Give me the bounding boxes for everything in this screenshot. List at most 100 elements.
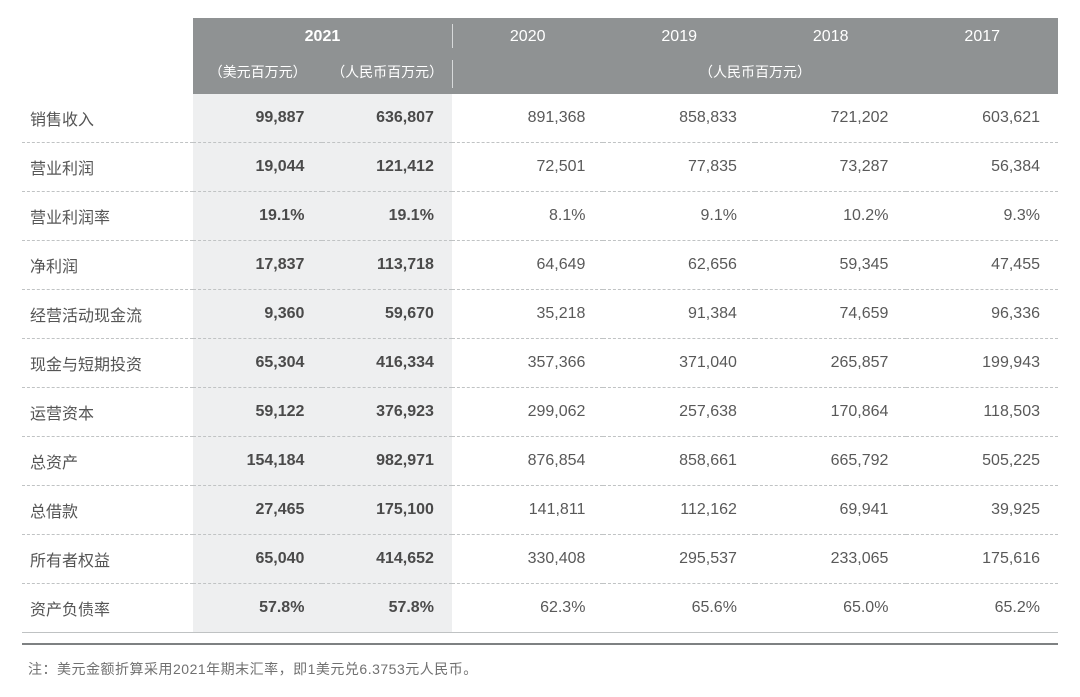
cell-2018: 69,941 <box>755 486 907 535</box>
cell-2018: 59,345 <box>755 241 907 290</box>
cell-2019: 112,162 <box>603 486 755 535</box>
cell-2021-cny: 19.1% <box>322 192 452 241</box>
cell-2021-usd: 65,304 <box>193 339 323 388</box>
cell-2021-cny: 59,670 <box>322 290 452 339</box>
cell-2021-cny: 982,971 <box>322 437 452 486</box>
cell-2018: 265,857 <box>755 339 907 388</box>
table-header-units: （美元百万元） （人民币百万元） （人民币百万元） <box>22 54 1058 94</box>
row-label: 资产负债率 <box>22 584 193 633</box>
cell-2018: 10.2% <box>755 192 907 241</box>
cell-2019: 62,656 <box>603 241 755 290</box>
cell-2019: 9.1% <box>603 192 755 241</box>
table-body: 销售收入99,887636,807891,368858,833721,20260… <box>22 94 1058 633</box>
cell-2019: 91,384 <box>603 290 755 339</box>
cell-2021-cny: 121,412 <box>322 143 452 192</box>
cell-2021-usd: 57.8% <box>193 584 323 633</box>
cell-2021-cny: 113,718 <box>322 241 452 290</box>
cell-2020: 141,811 <box>452 486 604 535</box>
cell-2021-cny: 414,652 <box>322 535 452 584</box>
cell-2017: 175,616 <box>906 535 1058 584</box>
col-year-2021: 2021 <box>193 18 452 54</box>
cell-2018: 665,792 <box>755 437 907 486</box>
table-row: 营业利润率19.1%19.1%8.1%9.1%10.2%9.3% <box>22 192 1058 241</box>
cell-2018: 170,864 <box>755 388 907 437</box>
cell-2021-usd: 65,040 <box>193 535 323 584</box>
cell-2019: 295,537 <box>603 535 755 584</box>
cell-2020: 891,368 <box>452 94 604 143</box>
row-label: 经营活动现金流 <box>22 290 193 339</box>
row-label: 所有者权益 <box>22 535 193 584</box>
subheader-blank <box>22 54 193 94</box>
table-row: 现金与短期投资65,304416,334357,366371,040265,85… <box>22 339 1058 388</box>
cell-2019: 858,833 <box>603 94 755 143</box>
cell-2020: 876,854 <box>452 437 604 486</box>
table-row: 销售收入99,887636,807891,368858,833721,20260… <box>22 94 1058 143</box>
cell-2021-cny: 636,807 <box>322 94 452 143</box>
cell-2019: 77,835 <box>603 143 755 192</box>
table-header-years: 2021 2020 2019 2018 2017 <box>22 18 1058 54</box>
row-label: 营业利润 <box>22 143 193 192</box>
cell-2017: 9.3% <box>906 192 1058 241</box>
cell-2020: 62.3% <box>452 584 604 633</box>
table-row: 经营活动现金流9,36059,67035,21891,38474,65996,3… <box>22 290 1058 339</box>
unit-2021-cny: （人民币百万元） <box>322 54 452 94</box>
row-label: 现金与短期投资 <box>22 339 193 388</box>
cell-2021-cny: 416,334 <box>322 339 452 388</box>
cell-2020: 35,218 <box>452 290 604 339</box>
col-year-2018: 2018 <box>755 18 907 54</box>
table-row: 营业利润19,044121,41272,50177,83573,28756,38… <box>22 143 1058 192</box>
cell-2021-usd: 17,837 <box>193 241 323 290</box>
cell-2018: 233,065 <box>755 535 907 584</box>
cell-2017: 47,455 <box>906 241 1058 290</box>
row-label: 总借款 <box>22 486 193 535</box>
cell-2020: 299,062 <box>452 388 604 437</box>
table-row: 所有者权益65,040414,652330,408295,537233,0651… <box>22 535 1058 584</box>
cell-2018: 74,659 <box>755 290 907 339</box>
cell-2018: 65.0% <box>755 584 907 633</box>
cell-2021-usd: 19.1% <box>193 192 323 241</box>
cell-2020: 72,501 <box>452 143 604 192</box>
header-blank <box>22 18 193 54</box>
footnote: 注：美元金额折算采用2021年期末汇率，即1美元兑6.3753元人民币。 <box>22 645 1058 679</box>
cell-2019: 65.6% <box>603 584 755 633</box>
cell-2021-cny: 376,923 <box>322 388 452 437</box>
table-row: 净利润17,837113,71864,64962,65659,34547,455 <box>22 241 1058 290</box>
cell-2020: 8.1% <box>452 192 604 241</box>
table-row: 资产负债率57.8%57.8%62.3%65.6%65.0%65.2% <box>22 584 1058 633</box>
col-year-2019: 2019 <box>603 18 755 54</box>
cell-2021-usd: 27,465 <box>193 486 323 535</box>
cell-2017: 39,925 <box>906 486 1058 535</box>
table-row: 总资产154,184982,971876,854858,661665,79250… <box>22 437 1058 486</box>
cell-2020: 330,408 <box>452 535 604 584</box>
unit-other-years: （人民币百万元） <box>452 54 1058 94</box>
cell-2021-usd: 154,184 <box>193 437 323 486</box>
cell-2019: 858,661 <box>603 437 755 486</box>
cell-2021-usd: 9,360 <box>193 290 323 339</box>
col-year-2017: 2017 <box>906 18 1058 54</box>
cell-2017: 96,336 <box>906 290 1058 339</box>
cell-2017: 603,621 <box>906 94 1058 143</box>
cell-2017: 118,503 <box>906 388 1058 437</box>
cell-2020: 357,366 <box>452 339 604 388</box>
cell-2021-cny: 175,100 <box>322 486 452 535</box>
cell-2021-cny: 57.8% <box>322 584 452 633</box>
col-year-2020: 2020 <box>452 18 604 54</box>
unit-2021-usd: （美元百万元） <box>193 54 323 94</box>
cell-2018: 73,287 <box>755 143 907 192</box>
row-label: 运营资本 <box>22 388 193 437</box>
cell-2017: 505,225 <box>906 437 1058 486</box>
cell-2018: 721,202 <box>755 94 907 143</box>
cell-2021-usd: 99,887 <box>193 94 323 143</box>
cell-2019: 257,638 <box>603 388 755 437</box>
cell-2019: 371,040 <box>603 339 755 388</box>
row-label: 总资产 <box>22 437 193 486</box>
cell-2017: 56,384 <box>906 143 1058 192</box>
cell-2017: 199,943 <box>906 339 1058 388</box>
financial-summary-table: 2021 2020 2019 2018 2017 （美元百万元） （人民币百万元… <box>22 18 1058 633</box>
row-label: 营业利润率 <box>22 192 193 241</box>
row-label: 销售收入 <box>22 94 193 143</box>
row-label: 净利润 <box>22 241 193 290</box>
table-row: 总借款27,465175,100141,811112,16269,94139,9… <box>22 486 1058 535</box>
cell-2021-usd: 19,044 <box>193 143 323 192</box>
cell-2020: 64,649 <box>452 241 604 290</box>
